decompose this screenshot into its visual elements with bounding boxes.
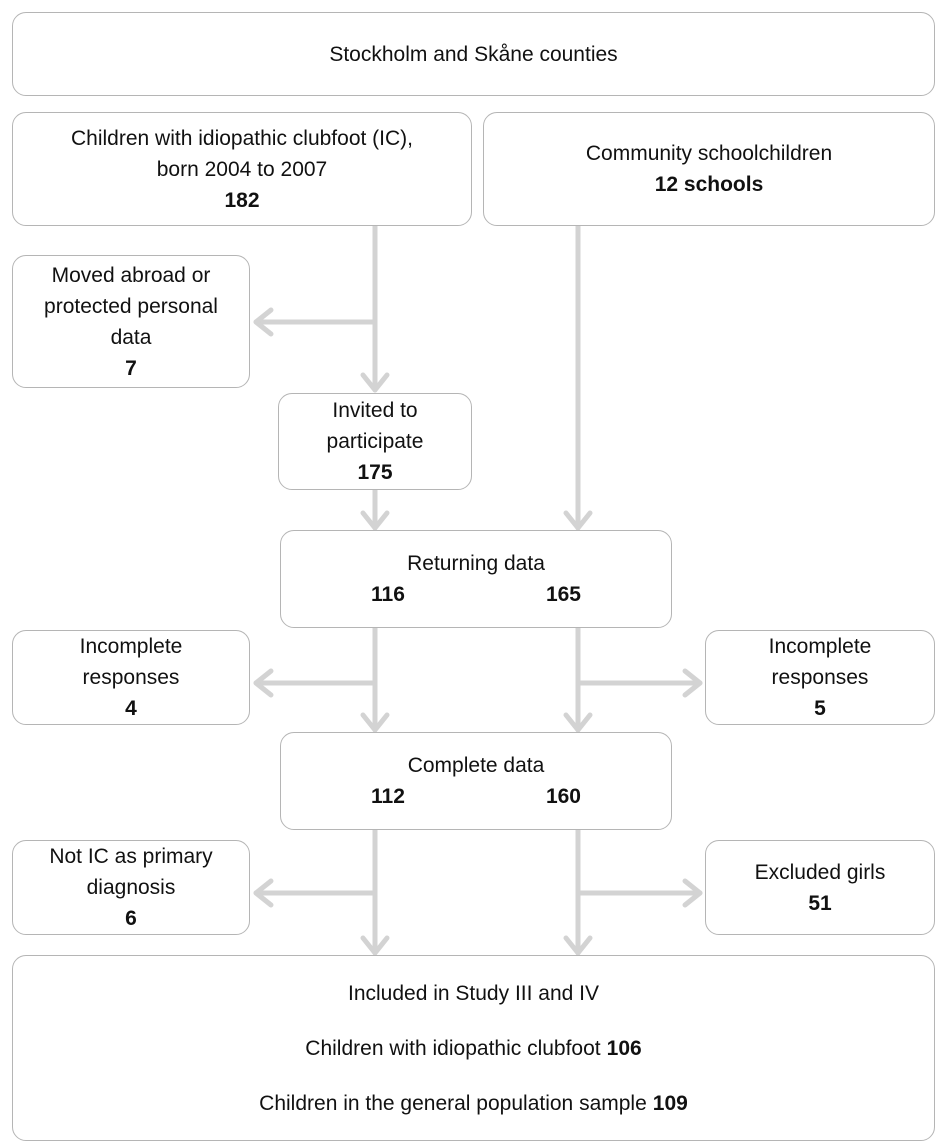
box-count: 175: [357, 461, 393, 484]
arrowhead: [360, 510, 390, 531]
box-count: 7: [125, 356, 137, 380]
arrowhead: [253, 307, 274, 337]
flow-box: Not IC as primary diagnosis 6: [12, 840, 250, 935]
row-label: Children with idiopathic clubfoot: [305, 1036, 601, 1060]
box-count: 51: [808, 891, 832, 915]
box-text: born 2004 to 2007: [156, 157, 328, 181]
box-text: Not IC as primary: [49, 845, 213, 868]
box-text: diagnosis: [86, 876, 176, 899]
arrowhead: [253, 878, 274, 908]
box-count: 5: [814, 697, 826, 720]
box-count: 160: [545, 785, 581, 808]
arrowhead: [563, 510, 593, 531]
flow-box: Included in Study III and IV Children wit…: [12, 955, 935, 1141]
arrowhead: [682, 878, 703, 908]
box-text: Incomplete: [79, 635, 183, 658]
box-text: data: [110, 325, 152, 349]
box-count: 12 schools: [654, 173, 764, 196]
box-count: 112: [371, 785, 405, 808]
arrowhead: [360, 935, 390, 956]
row-count: 106: [606, 1036, 642, 1060]
box-text: Included in Study III and IV: [348, 981, 599, 1005]
box-text: protected personal: [44, 294, 218, 318]
box-text: Invited to: [332, 399, 418, 422]
box-text: Moved abroad or: [51, 263, 211, 287]
box-text: responses: [771, 666, 869, 689]
count-pair: 116 165: [281, 579, 671, 610]
arrowhead: [682, 668, 703, 698]
row-label: Children in the general population sampl…: [259, 1091, 647, 1115]
flow-box: Moved abroad or protected personal data 7: [12, 255, 250, 388]
arrowhead: [563, 935, 593, 956]
arrowhead: [563, 712, 593, 733]
arrowhead: [360, 712, 390, 733]
box-count: 116: [371, 583, 405, 606]
flow-box: Children with idiopathic clubfoot (IC), b…: [12, 112, 472, 226]
flow-box: Returning data 116 165: [280, 530, 672, 628]
box-text: Community schoolchildren: [585, 142, 833, 165]
flow-box: Invited to participate 175: [278, 393, 472, 490]
flow-box: Incomplete responses 4: [12, 630, 250, 725]
box-count: 4: [125, 697, 137, 720]
flow-box: Community schoolchildren 12 schools: [483, 112, 935, 226]
box-count: 6: [125, 907, 137, 930]
box-text: participate: [326, 430, 424, 453]
flow-box: Stockholm and Skåne counties: [12, 12, 935, 96]
flow-box: Incomplete responses 5: [705, 630, 935, 725]
box-text: Stockholm and Skåne counties: [329, 42, 618, 66]
flow-box: Complete data 112 160: [280, 732, 672, 830]
result-row: Children in the general population sampl…: [259, 1076, 688, 1131]
row-count: 109: [652, 1091, 688, 1115]
arrowhead: [253, 668, 274, 698]
flow-box: Excluded girls 51: [705, 840, 935, 935]
box-count: 182: [224, 188, 260, 212]
box-text: Children with idiopathic clubfoot (IC),: [71, 126, 413, 150]
result-row: Children with idiopathic clubfoot 106: [305, 1021, 641, 1076]
box-text: responses: [82, 666, 180, 689]
count-pair: 112 160: [281, 781, 671, 812]
box-text: Excluded girls: [754, 860, 886, 884]
box-text: Complete data: [407, 754, 545, 777]
box-count: 165: [545, 583, 581, 606]
box-text: Incomplete: [768, 635, 872, 658]
arrowhead: [360, 372, 390, 393]
box-text: Returning data: [407, 552, 545, 575]
